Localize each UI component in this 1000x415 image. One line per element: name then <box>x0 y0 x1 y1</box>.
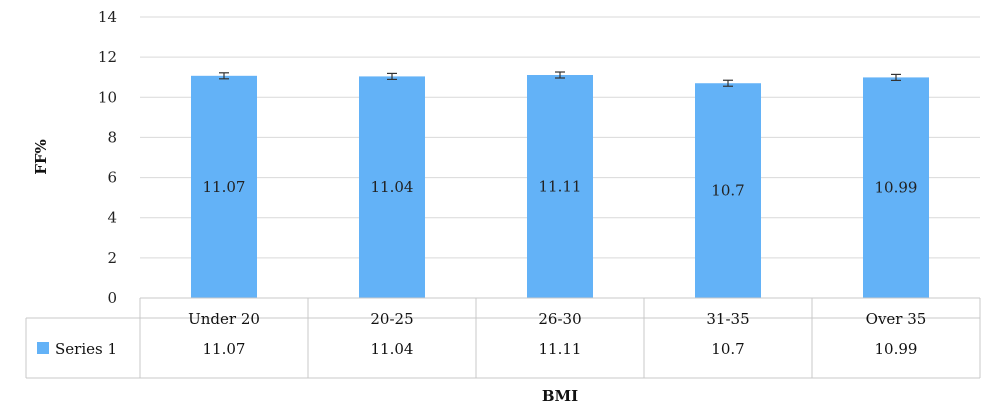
y-tick-label-5: 10 <box>98 88 117 106</box>
y-tick-label-4: 8 <box>107 128 117 146</box>
y-tick-label-3: 6 <box>107 169 117 187</box>
x-category-label: 26-30 <box>538 310 581 328</box>
y-axis-title: FF% <box>32 139 50 175</box>
table-value-cell: 11.04 <box>371 340 414 358</box>
legend-swatch <box>37 342 49 354</box>
bar-over-35 <box>863 77 929 298</box>
x-category-label: Under 20 <box>188 310 260 328</box>
y-tick-label-1: 2 <box>107 249 117 267</box>
x-category-label: 31-35 <box>706 310 749 328</box>
y-tick-label-2: 4 <box>107 209 117 227</box>
bars: 11.07 11.04 11.11 10.7 10.99 <box>191 71 929 298</box>
table-value-cell: 10.7 <box>711 340 744 358</box>
table-value-cell: 10.99 <box>875 340 918 358</box>
table-value-cell: 11.11 <box>539 340 582 358</box>
y-tick-label-6: 12 <box>98 48 117 66</box>
bar-data-label: 11.11 <box>539 178 582 196</box>
data-table: Under 20 11.07 20-25 11.04 26-30 11.11 31-35 10… <box>25 297 981 379</box>
bar-26-30 <box>527 75 593 298</box>
x-category-label: 20-25 <box>370 310 413 328</box>
bar-under-20 <box>191 75 257 298</box>
legend-series-label: Series 1 <box>55 340 117 358</box>
bar-data-label: 11.07 <box>203 178 246 196</box>
y-tick-labels: 0 2 4 6 8 10 12 14 <box>98 8 117 307</box>
x-category-label: Over 35 <box>866 310 927 328</box>
y-tick-label-0: 0 <box>107 289 117 307</box>
bar-data-label: 11.04 <box>371 178 414 196</box>
bar-20-25 <box>359 76 425 298</box>
bar-31-35 <box>695 83 761 298</box>
x-axis-title: BMI <box>542 387 578 405</box>
table-value-cell: 11.07 <box>203 340 246 358</box>
bar-data-label: 10.99 <box>875 179 918 197</box>
bar-data-label: 10.7 <box>711 182 744 200</box>
y-tick-label-7: 14 <box>98 8 117 26</box>
